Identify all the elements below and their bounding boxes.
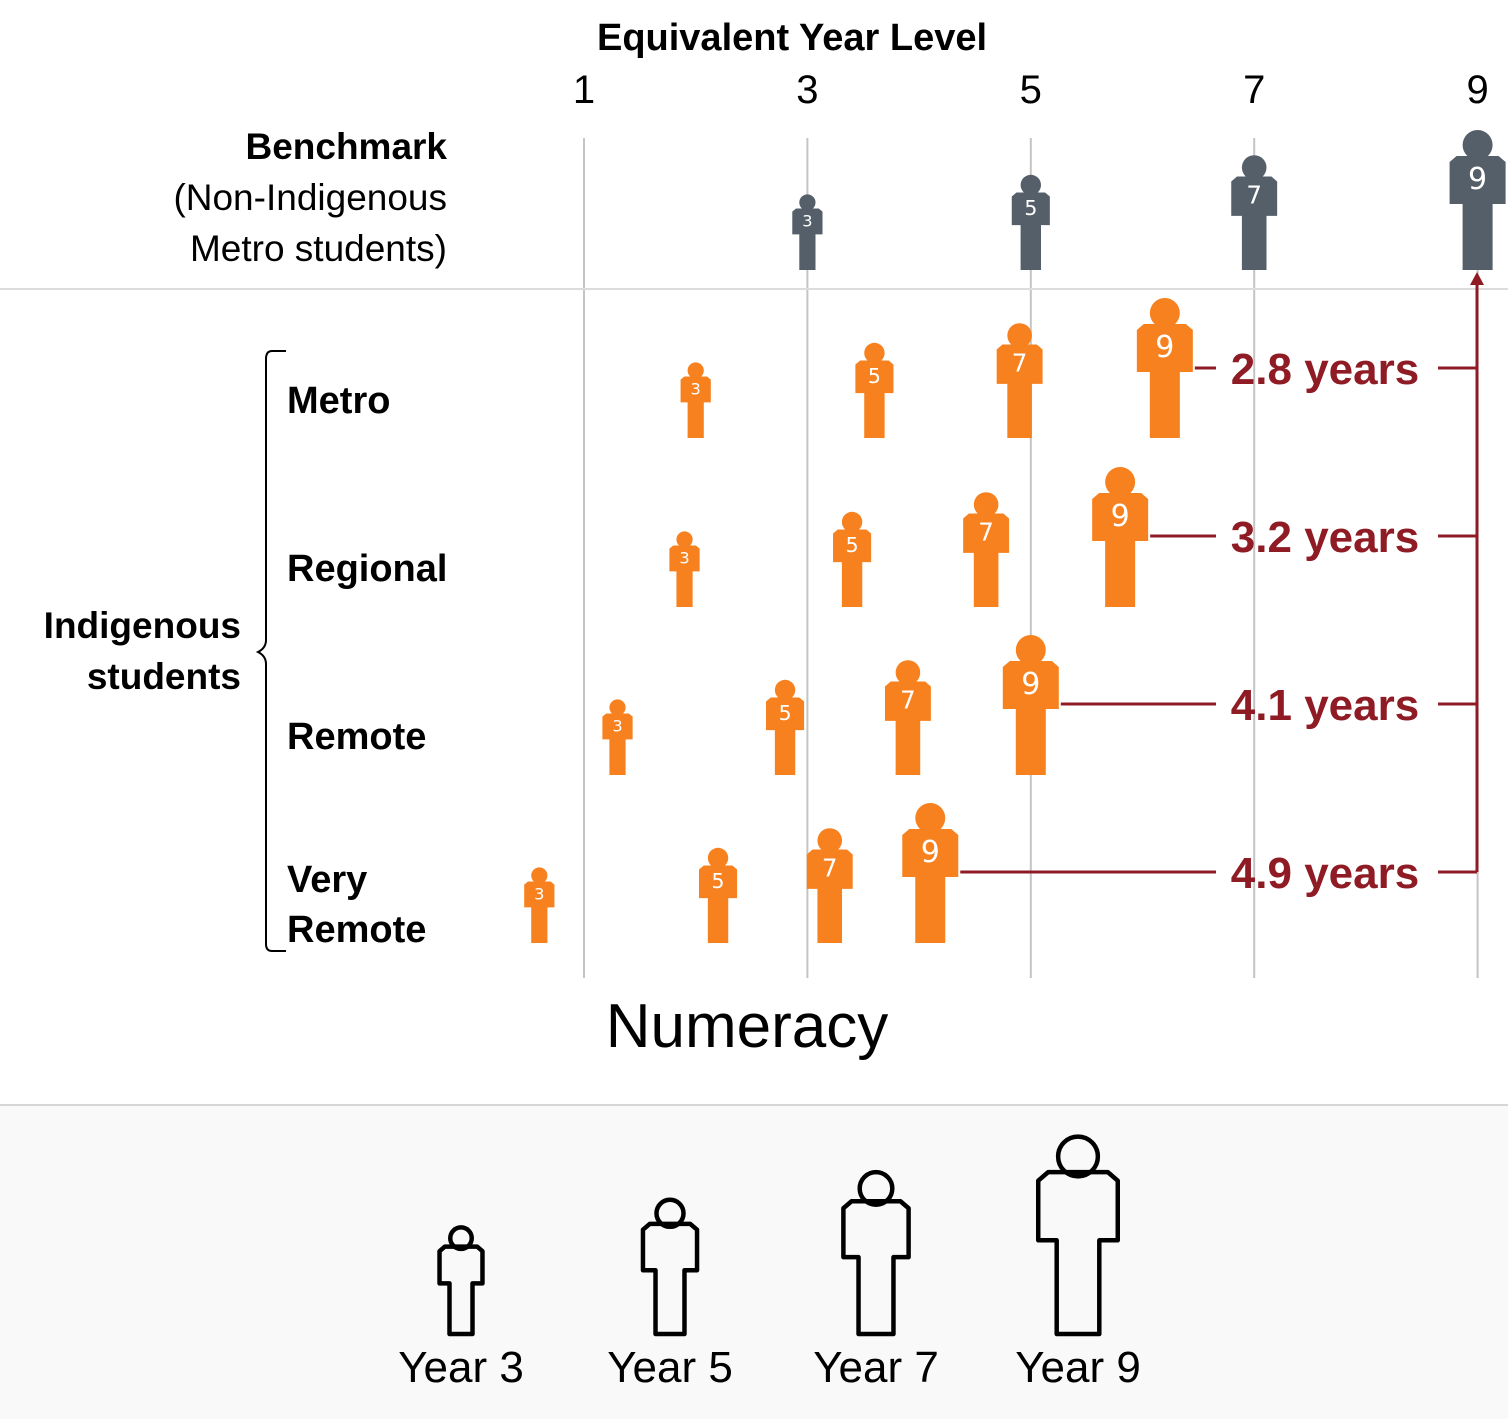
svg-text:5: 5 [712,869,725,893]
svg-text:5: 5 [846,533,859,557]
benchmark-label-line: Benchmark [245,126,447,167]
group-label-line: Indigenous [44,605,241,646]
indigenous-figure-year-7: 7 [963,492,1010,607]
benchmark-label-line: Metro students) [190,228,447,269]
svg-text:7: 7 [978,518,994,547]
indigenous-figure-year-9: 9 [1002,635,1059,775]
svg-text:3: 3 [534,884,544,903]
svg-text:7: 7 [822,854,838,883]
gap-label: 4.9 years [1231,849,1419,898]
svg-text:9: 9 [1021,667,1040,702]
benchmark-label-line: (Non-Indigenous [173,177,447,218]
x-axis-title: Equivalent Year Level [597,17,987,59]
svg-text:5: 5 [868,364,881,388]
benchmark-label: Benchmark (Non-Indigenous Metro students) [173,126,447,269]
gap-label: 3.2 years [1231,513,1419,562]
indigenous-figure-year-7: 7 [806,828,853,943]
x-tick-label: 3 [796,68,818,112]
indigenous-figure-year-9: 9 [902,803,959,943]
indigenous-figure-year-3: 3 [680,362,711,438]
legend: Year 3 Year 5 Year 7 Year 9 [398,1134,1141,1392]
series-label: Metro [287,380,390,422]
svg-text:7: 7 [900,686,916,715]
indigenous-figure-year-3: 3 [669,531,700,607]
x-tick-label: 7 [1243,68,1265,112]
benchmark-figures: 3 5 7 9 [792,130,1506,270]
benchmark-figure-year-9: 9 [1449,130,1506,270]
svg-text:9: 9 [921,835,940,870]
series-label: Remote [287,716,426,758]
legend-figure-year-3 [437,1225,485,1337]
indigenous-figure-year-9: 9 [1136,298,1193,438]
gap-label: 2.8 years [1231,345,1419,394]
svg-text:3: 3 [612,716,622,735]
numeracy-chart: Equivalent Year Level 1 3 5 7 9 Benchmark (No… [0,17,1508,1061]
gap-label: 4.1 years [1231,681,1419,730]
svg-text:7: 7 [1246,181,1262,210]
group-label-line: students [87,656,241,697]
svg-text:9: 9 [1468,162,1487,197]
legend-label: Year 3 [398,1343,524,1392]
benchmark-figure-year-3: 3 [792,194,823,270]
legend-figure-year-7 [841,1169,911,1337]
indigenous-figure-year-5: 5 [766,679,805,775]
svg-text:9: 9 [1155,330,1174,365]
svg-text:5: 5 [1024,196,1037,220]
x-axis-ticks: 1 3 5 7 9 [573,68,1489,112]
benchmark-figure-year-5: 5 [1011,174,1050,270]
indigenous-figure-year-7: 7 [996,323,1043,438]
series-label: Regional [287,548,447,590]
benchmark-figure-year-7: 7 [1231,155,1278,270]
gap-annotations: 2.8 years 3.2 years 4.1 years 4.9 years [960,272,1484,898]
x-tick-label: 5 [1020,68,1042,112]
legend-figure-year-9 [1035,1134,1121,1337]
x-tick-label: 1 [573,68,595,112]
legend-label: Year 5 [607,1343,733,1392]
legend-panel: Year 3 Year 5 Year 7 Year 9 [0,1104,1508,1419]
gap-arrow-head [1470,272,1484,285]
svg-text:7: 7 [1012,349,1028,378]
indigenous-group-label: Indigenous students [44,605,241,697]
indigenous-figure-year-5: 5 [855,342,894,438]
svg-text:3: 3 [691,379,701,398]
indigenous-figure-year-3: 3 [602,699,633,775]
legend-label: Year 7 [813,1343,939,1392]
indigenous-figure-year-3: 3 [524,867,555,943]
legend-figure-year-5 [640,1197,700,1337]
group-brace [255,350,286,952]
legend-label: Year 9 [1015,1343,1141,1392]
chart-title: Numeracy [606,992,889,1061]
series-label: Very Remote [287,859,426,951]
x-tick-label: 9 [1466,68,1488,112]
indigenous-figure-year-5: 5 [833,511,872,607]
svg-text:9: 9 [1111,499,1130,534]
svg-text:3: 3 [802,211,812,230]
indigenous-series: Metro 3 5 7 9 Regional 3 5 7 9 Remote 3 5 7 9 Very Remot… [287,298,1193,951]
indigenous-figure-year-7: 7 [884,660,931,775]
svg-text:5: 5 [779,701,792,725]
indigenous-figure-year-9: 9 [1092,467,1149,607]
svg-text:3: 3 [679,548,689,567]
indigenous-figure-year-5: 5 [699,847,738,943]
